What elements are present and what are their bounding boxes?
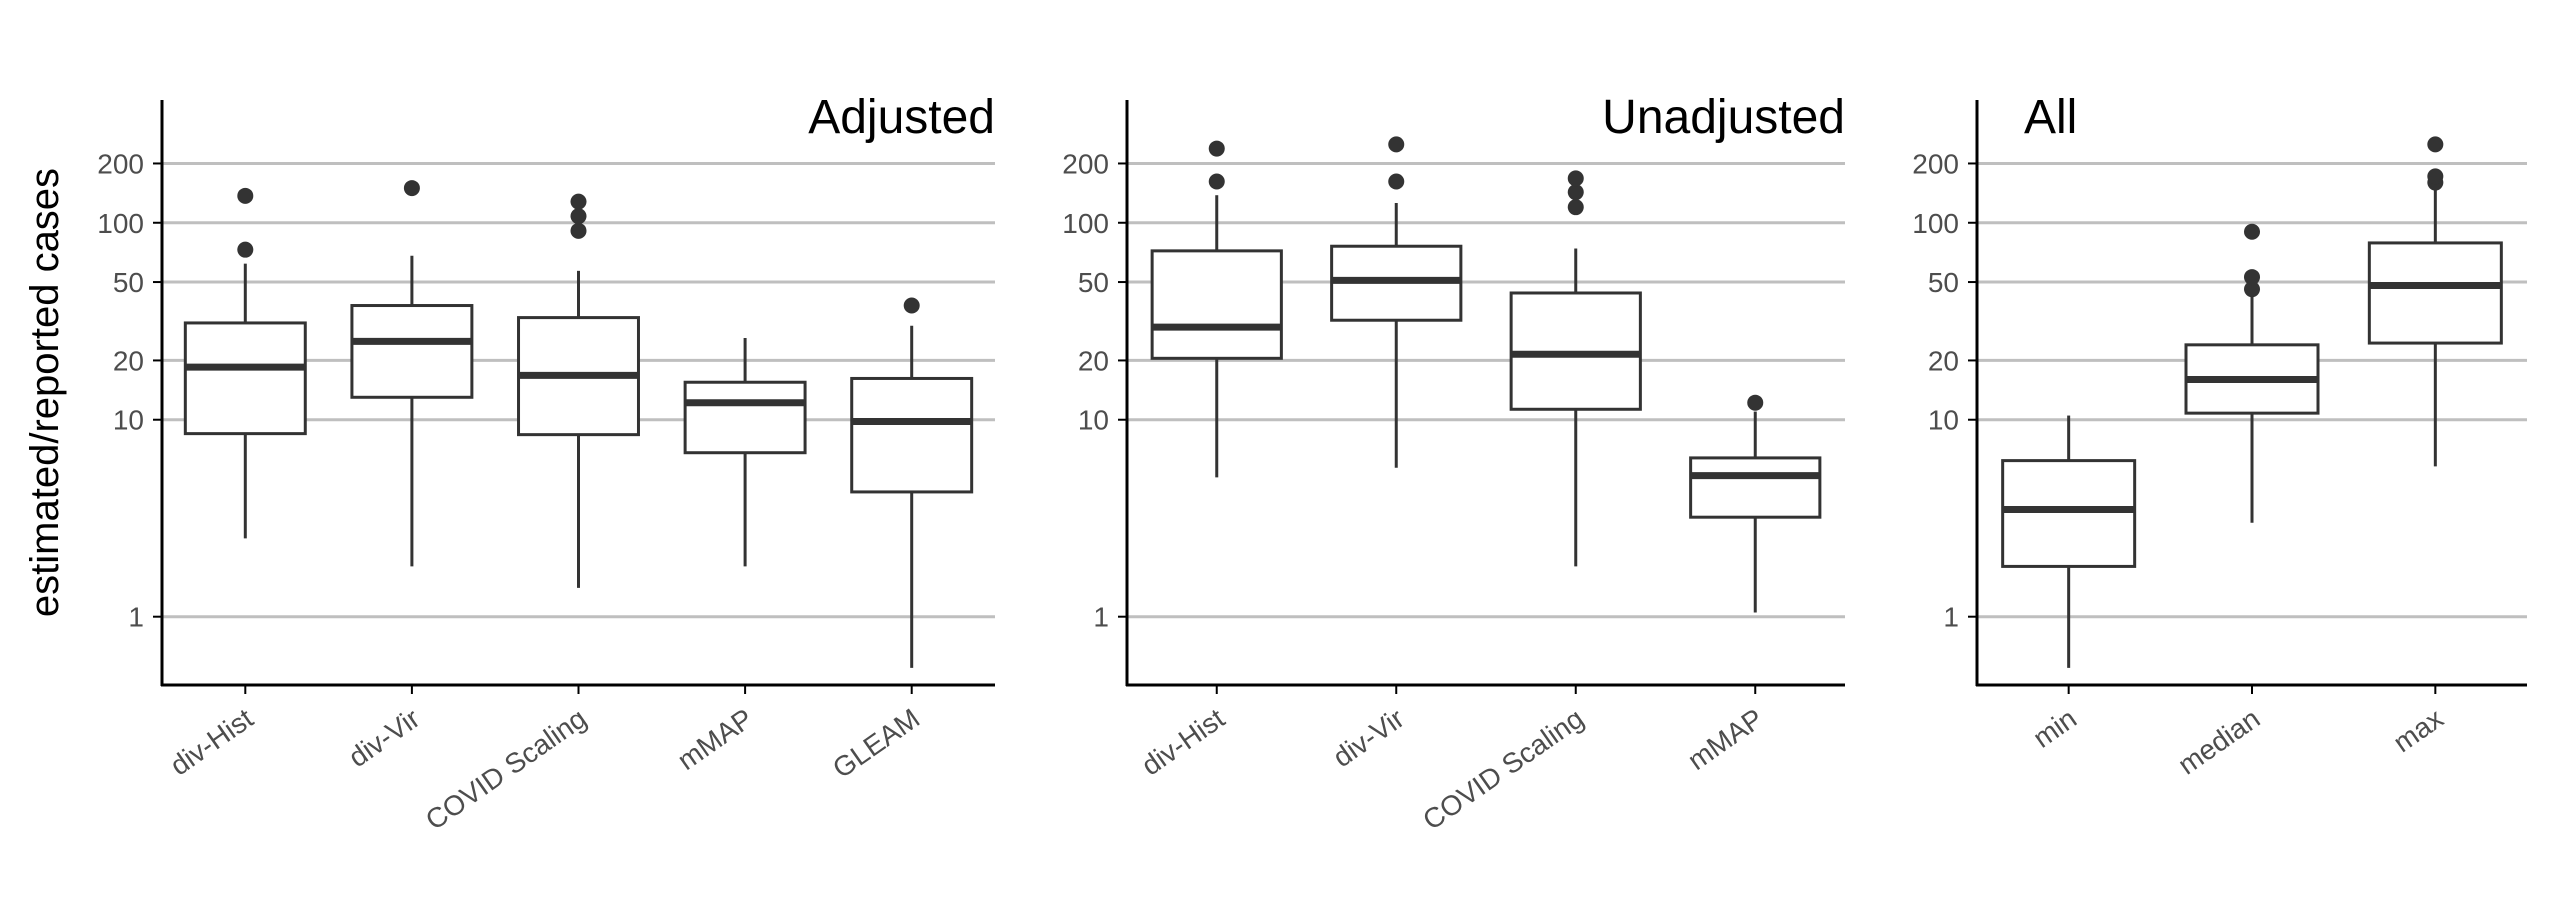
outlier-point — [237, 241, 254, 258]
box-iqr — [1689, 456, 1822, 519]
panel-all: 1 10 20 50 100 200 min median max All — [1912, 91, 2527, 781]
y-tick-label: 10 — [1928, 405, 1959, 436]
x-tick-label: mMAP — [1682, 703, 1769, 777]
y-tick-label: 200 — [1062, 148, 1109, 179]
outlier-point — [570, 222, 587, 239]
x-tick-label: mMAP — [672, 703, 759, 777]
box-median — [2184, 223, 2320, 523]
y-tick-label: 100 — [1062, 208, 1109, 239]
box-div-hist — [183, 187, 307, 539]
x-tick-label: COVID Scaling — [420, 703, 592, 836]
y-tick-label: 50 — [1078, 267, 1109, 298]
facet-title: All — [2024, 91, 2077, 144]
y-tick-label: 20 — [113, 345, 144, 376]
facet-title: Unadjusted — [1602, 91, 1845, 144]
box-gleam — [850, 297, 974, 668]
box-min — [2001, 415, 2137, 668]
outlier-point — [1747, 394, 1764, 411]
y-tick-label: 10 — [113, 405, 144, 436]
box-iqr — [850, 376, 974, 494]
x-tick-label: div-Hist — [1136, 702, 1230, 781]
outlier-point — [1567, 199, 1584, 216]
outlier-point — [2427, 136, 2444, 153]
box-iqr — [350, 304, 474, 399]
box-mmap — [683, 337, 807, 567]
outlier-point — [2244, 269, 2260, 286]
outlier-point — [2244, 281, 2260, 298]
y-tick-label: 50 — [1928, 267, 1959, 298]
y-tick-label: 20 — [1078, 345, 1109, 376]
outlier-point — [570, 193, 587, 210]
x-tick-label: median — [2172, 703, 2265, 781]
y-tick-label: 1 — [1943, 602, 1959, 633]
outlier-point — [2244, 223, 2260, 240]
y-tick-label: 1 — [1093, 602, 1109, 633]
box-iqr — [683, 380, 807, 455]
box-div-vir — [1330, 136, 1463, 468]
panel-unadjusted: 1 10 20 50 100 200 div-Hist div-Vir COVID Scalin… — [1062, 91, 1845, 836]
y-tick-label: 20 — [1928, 345, 1959, 376]
box-covid-scaling — [1509, 170, 1642, 567]
outlier-point — [403, 180, 420, 197]
y-tick-label: 200 — [1912, 148, 1959, 179]
outlier-point — [1208, 140, 1225, 157]
outlier-point — [1388, 136, 1405, 153]
box-iqr — [2367, 241, 2503, 345]
y-tick-label: 100 — [97, 208, 144, 239]
outlier-point — [903, 297, 920, 314]
x-tick-label: COVID Scaling — [1417, 703, 1589, 836]
y-tick-label: 50 — [113, 267, 144, 298]
outlier-point — [1567, 184, 1584, 201]
box-div-hist — [1150, 140, 1283, 478]
y-tick-label: 200 — [97, 148, 144, 179]
box-iqr — [183, 321, 307, 436]
y-axis-title: estimated/reported cases — [23, 168, 67, 617]
outlier-point — [237, 187, 254, 204]
outlier-point — [1208, 173, 1225, 190]
box-covid-scaling — [517, 193, 640, 588]
y-tick-label: 10 — [1078, 405, 1109, 436]
x-tick-label: max — [2388, 703, 2449, 759]
box-div-vir — [350, 180, 474, 567]
outlier-point — [1567, 170, 1584, 187]
x-tick-label: div-Vir — [343, 703, 425, 774]
facet-title: Adjusted — [808, 91, 995, 144]
outlier-point — [570, 208, 587, 225]
box-iqr — [2001, 459, 2137, 568]
y-tick-label: 1 — [128, 602, 144, 633]
x-tick-label: div-Hist — [164, 702, 258, 781]
outlier-point — [2427, 168, 2444, 185]
box-iqr — [1150, 249, 1283, 360]
box-mmap — [1689, 394, 1822, 613]
x-tick-label: div-Vir — [1327, 703, 1409, 774]
y-tick-label: 100 — [1912, 208, 1959, 239]
x-tick-label: min — [2027, 703, 2082, 754]
box-max — [2367, 136, 2503, 467]
outlier-point — [1388, 173, 1405, 190]
x-tick-label: GLEAM — [827, 703, 925, 785]
